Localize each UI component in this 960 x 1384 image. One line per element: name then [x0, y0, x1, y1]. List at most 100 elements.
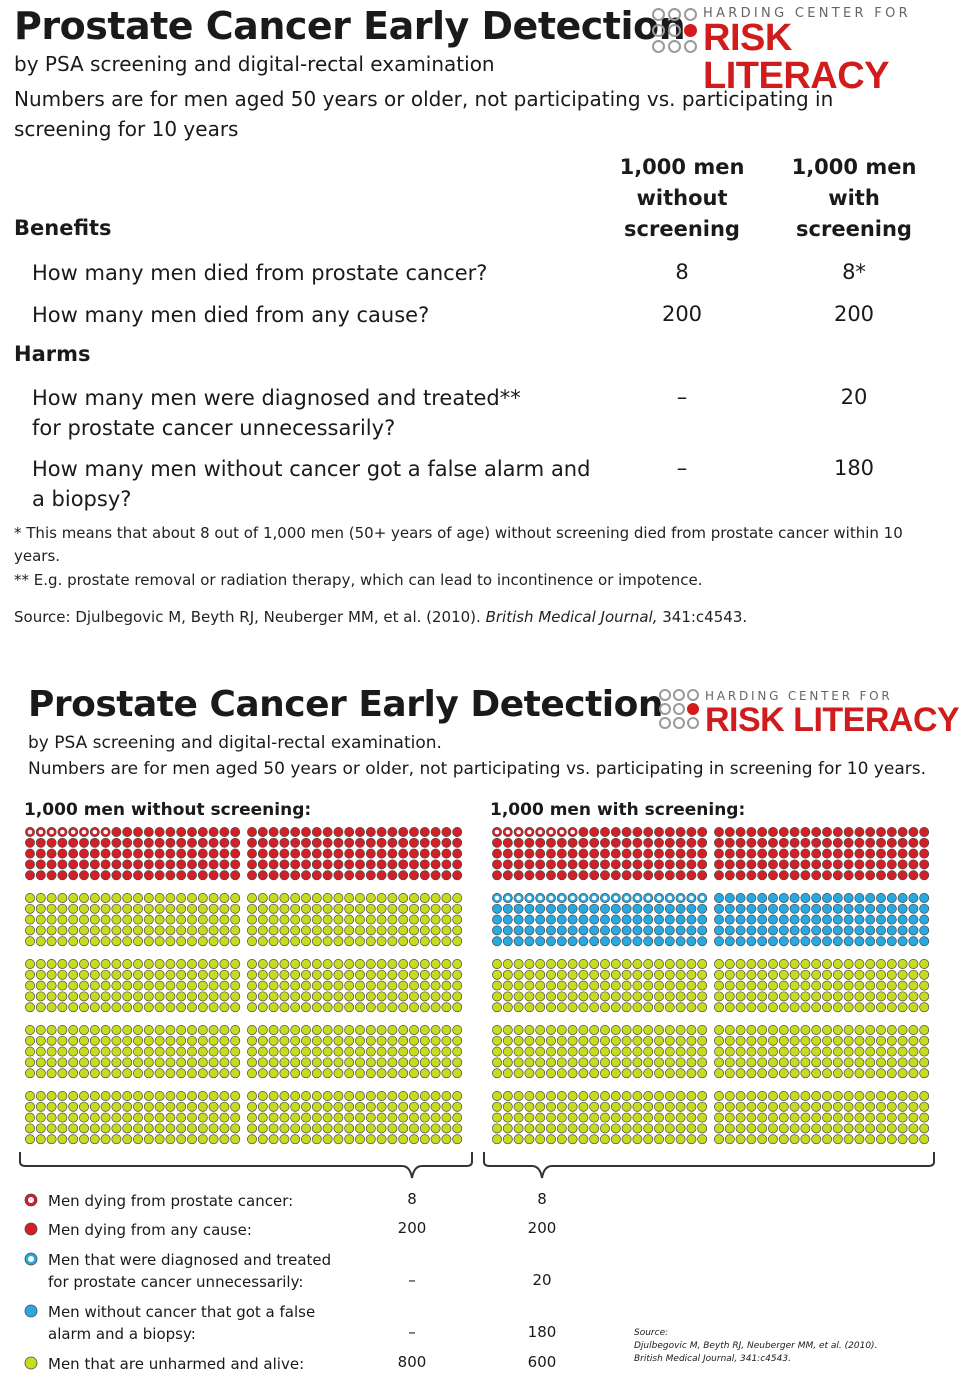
unharmed-icon [301, 1123, 311, 1134]
unharmed-icon [143, 1101, 154, 1112]
unharmed-icon [154, 980, 165, 991]
unharmed-icon [556, 1002, 567, 1013]
unharmed-icon [230, 925, 241, 936]
unharmed-icon [832, 1035, 843, 1046]
unharmed-icon [610, 959, 621, 969]
false-alarm-icon [746, 903, 757, 914]
any-cause-death-icon [589, 837, 600, 848]
unharmed-icon [301, 914, 311, 925]
unharmed-icon [187, 1057, 197, 1068]
unharmed-icon [257, 1123, 268, 1134]
unharmed-icon [122, 925, 133, 936]
unharmed-icon [365, 1046, 376, 1057]
unharmed-icon [89, 991, 100, 1002]
unharmed-icon [247, 969, 257, 980]
false-alarm-icon [567, 936, 578, 947]
unharmed-icon [143, 893, 154, 903]
brace-without [19, 1152, 473, 1179]
unharmed-icon [301, 1068, 311, 1079]
unharmed-icon [133, 1112, 143, 1123]
unharmed-icon [524, 980, 535, 991]
unharmed-icon [143, 1025, 154, 1035]
unharmed-icon [165, 914, 176, 925]
false-alarm-icon [686, 925, 697, 936]
unharmed-icon [430, 1134, 441, 1145]
overtreated-icon-center [667, 895, 673, 901]
unharmed-icon [567, 991, 578, 1002]
unharmed-icon [387, 1002, 398, 1013]
unharmed-icon [165, 969, 176, 980]
any-cause-death-icon [832, 827, 843, 837]
false-alarm-icon [714, 936, 724, 947]
any-cause-death-icon [176, 848, 187, 859]
unharmed-icon [524, 1112, 535, 1123]
unharmed-icon [746, 1025, 757, 1035]
false-alarm-icon [632, 914, 643, 925]
unharmed-icon [419, 1134, 430, 1145]
unharmed-icon [35, 1002, 46, 1013]
unharmed-icon [176, 1112, 187, 1123]
unharmed-icon [35, 1091, 46, 1101]
unharmed-icon [578, 1112, 589, 1123]
harding-center-logo: HARDING CENTER FOR RISK LITERACY [652, 6, 960, 95]
footnote-2: ** E.g. prostate removal or radiation th… [14, 571, 703, 589]
unharmed-icon [419, 1002, 430, 1013]
any-cause-death-icon [811, 837, 822, 848]
any-cause-death-icon [79, 837, 89, 848]
any-cause-death-icon [632, 827, 643, 837]
unharmed-icon [133, 1025, 143, 1035]
any-cause-death-icon [632, 848, 643, 859]
unharmed-icon [355, 980, 365, 991]
unharmed-icon [908, 1046, 919, 1057]
unharmed-icon [219, 1002, 230, 1013]
unharmed-icon [208, 1091, 219, 1101]
any-cause-death-icon [57, 859, 68, 870]
any-cause-death-icon [398, 870, 409, 881]
false-alarm-icon [724, 893, 735, 903]
unharmed-icon [441, 1035, 452, 1046]
any-cause-death-icon [187, 859, 197, 870]
unharmed-icon [187, 1035, 197, 1046]
unharmed-icon [822, 1091, 832, 1101]
any-cause-death-icon [230, 827, 241, 837]
any-cause-death-icon [365, 859, 376, 870]
unharmed-icon [268, 1068, 279, 1079]
any-cause-death-icon [197, 870, 208, 881]
any-cause-death-icon [133, 837, 143, 848]
false-alarm-icon [675, 903, 686, 914]
unharmed-icon [621, 969, 632, 980]
unharmed-icon [79, 980, 89, 991]
unharmed-icon [865, 1101, 876, 1112]
unharmed-icon [187, 893, 197, 903]
unharmed-icon [257, 1112, 268, 1123]
unharmed-icon [441, 1134, 452, 1145]
any-cause-death-icon [789, 848, 800, 859]
unharmed-icon [746, 1091, 757, 1101]
any-cause-death-icon [122, 859, 133, 870]
unharmed-icon [832, 1046, 843, 1057]
unharmed-icon [333, 1035, 344, 1046]
unharmed-icon [176, 903, 187, 914]
any-cause-death-icon [89, 837, 100, 848]
page-description: Numbers are for men aged 50 years or old… [14, 87, 834, 141]
unharmed-icon [46, 1025, 57, 1035]
any-cause-death-icon [46, 837, 57, 848]
unharmed-icon [724, 991, 735, 1002]
any-cause-death-icon [165, 848, 176, 859]
unharmed-icon [290, 1112, 301, 1123]
unharmed-icon [800, 1057, 811, 1068]
false-alarm-icon [919, 925, 930, 936]
unharmed-icon [133, 1057, 143, 1068]
unharmed-icon [811, 1025, 822, 1035]
unharmed-icon [301, 1035, 311, 1046]
any-cause-death-icon [290, 848, 301, 859]
unharmed-icon [643, 1123, 654, 1134]
any-cause-death-icon [757, 848, 768, 859]
unharmed-icon [35, 1101, 46, 1112]
unharmed-icon [46, 969, 57, 980]
any-cause-death-icon [897, 827, 908, 837]
false-alarm-icon [724, 936, 735, 947]
unharmed-icon [187, 1091, 197, 1101]
unharmed-icon [843, 1035, 854, 1046]
unharmed-icon [311, 903, 322, 914]
